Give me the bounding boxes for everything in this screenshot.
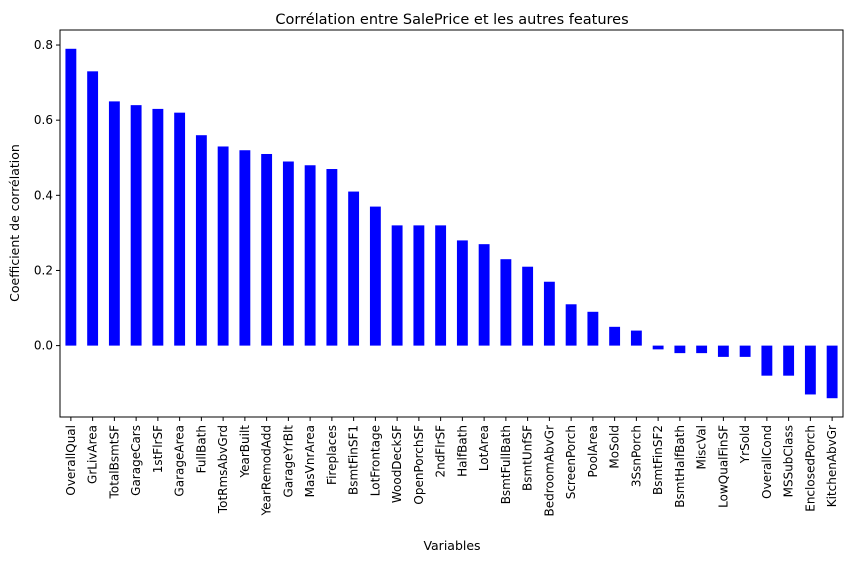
x-tick-label: OpenPorchSF — [412, 425, 426, 505]
bar-HalfBath — [456, 240, 468, 346]
bar-GarageArea — [174, 112, 186, 346]
bar-FullBath — [195, 135, 207, 346]
y-tick-label: 0.4 — [34, 188, 53, 202]
x-tick-label: GarageYrBlt — [281, 425, 295, 498]
bar-MSSubClass — [783, 345, 795, 376]
bar-GarageCars — [130, 105, 142, 346]
y-tick-label: 0.0 — [34, 339, 53, 353]
x-tick-label: LotArea — [477, 425, 491, 471]
bar-GarageYrBlt — [282, 161, 294, 346]
bar-YearRemodAdd — [261, 153, 273, 346]
bar-BsmtHalfBath — [674, 345, 686, 354]
x-tick-label: MasVnrArea — [303, 425, 317, 497]
x-tick-label: PoolArea — [586, 425, 600, 477]
bar-3SsnPorch — [630, 330, 642, 346]
x-tick-label: BsmtUnfSF — [521, 425, 535, 491]
x-tick-label: YearBuilt — [238, 425, 252, 479]
x-tick-label: 3SsnPorch — [629, 425, 643, 487]
bar-BsmtFinSF1 — [348, 191, 360, 346]
x-tick-label: WoodDeckSF — [390, 425, 404, 503]
bar-OverallQual — [65, 48, 77, 346]
bar-ScreenPorch — [565, 304, 577, 346]
chart-title: Corrélation entre SalePrice et les autre… — [275, 12, 628, 28]
bar-MiscVal — [696, 345, 708, 354]
x-tick-label: HalfBath — [455, 425, 469, 477]
bar-GrLivArea — [87, 71, 99, 346]
y-tick-label: 0.6 — [34, 113, 53, 127]
x-tick-label: TotalBsmtSF — [107, 425, 121, 500]
bar-LowQualFinSF — [717, 345, 729, 357]
y-axis-label: Coefficient de corrélation — [7, 144, 22, 302]
bar-TotRmsAbvGrd — [217, 146, 229, 346]
x-tick-label: GrLivArea — [86, 425, 100, 484]
x-tick-label: OverallCond — [760, 425, 774, 499]
x-tick-label: BsmtFinSF1 — [347, 425, 361, 495]
bar-PoolArea — [587, 311, 599, 346]
x-tick-label: LotFrontage — [368, 425, 382, 496]
x-tick-label: YearRemodAdd — [260, 425, 274, 516]
x-tick-label: BsmtHalfBath — [673, 425, 687, 508]
x-tick-label: MiscVal — [695, 425, 709, 470]
bar-1stFlrSF — [152, 108, 164, 346]
x-axis-label: Variables — [423, 538, 480, 553]
x-tick-label: BsmtFullBath — [499, 425, 513, 504]
bar-2ndFlrSF — [435, 225, 447, 346]
x-tick-label: LowQualFinSF — [716, 425, 730, 508]
bar-BedroomAbvGr — [543, 281, 555, 346]
bar-LotArea — [478, 244, 490, 346]
bar-BsmtFullBath — [500, 259, 512, 346]
bar-OpenPorchSF — [413, 225, 425, 346]
x-tick-label: GarageCars — [129, 425, 143, 496]
bars-group — [65, 48, 838, 399]
x-tick-label: BedroomAbvGr — [542, 425, 556, 517]
x-tick-label: TotRmsAbvGrd — [216, 425, 230, 514]
bar-Fireplaces — [326, 169, 338, 346]
x-tick-label: MoSold — [608, 425, 622, 469]
bar-BsmtFinSF2 — [652, 345, 664, 350]
x-tick-label: ScreenPorch — [564, 425, 578, 499]
x-tick-label: OverallQual — [64, 425, 78, 496]
bar-TotalBsmtSF — [108, 101, 120, 346]
x-tick-label: BsmtFinSF2 — [651, 425, 665, 495]
x-tick-label: 1stFlrSF — [151, 425, 165, 473]
x-tick-label: FullBath — [194, 425, 208, 473]
x-tick-label: Fireplaces — [325, 425, 339, 485]
bar-LotFrontage — [369, 206, 381, 346]
x-tick-label: GarageArea — [173, 425, 187, 497]
bar-OverallCond — [761, 345, 773, 376]
bar-BsmtUnfSF — [522, 266, 534, 346]
bar-KitchenAbvGr — [826, 345, 838, 399]
x-tick-label: KitchenAbvGr — [825, 425, 839, 507]
bar-YearBuilt — [239, 150, 251, 346]
y-tick-label: 0.2 — [34, 263, 53, 277]
y-tick-label: 0.8 — [34, 38, 53, 52]
bar-MoSold — [609, 326, 621, 346]
y-axis: 0.0 0.2 0.4 0.6 0.8 — [34, 38, 60, 353]
bar-WoodDeckSF — [391, 225, 403, 346]
x-tick-label: 2ndFlrSF — [434, 425, 448, 478]
x-axis: OverallQual GrLivArea TotalBsmtSF GarageCar… — [64, 417, 839, 516]
x-tick-label: MSSubClass — [782, 425, 796, 497]
bar-YrSold — [739, 345, 751, 357]
plot-frame — [59, 29, 844, 418]
x-tick-label: EnclosedPorch — [803, 425, 817, 512]
bar-EnclosedPorch — [804, 345, 816, 395]
x-tick-label: YrSold — [738, 425, 752, 464]
bar-MasVnrArea — [304, 165, 316, 346]
